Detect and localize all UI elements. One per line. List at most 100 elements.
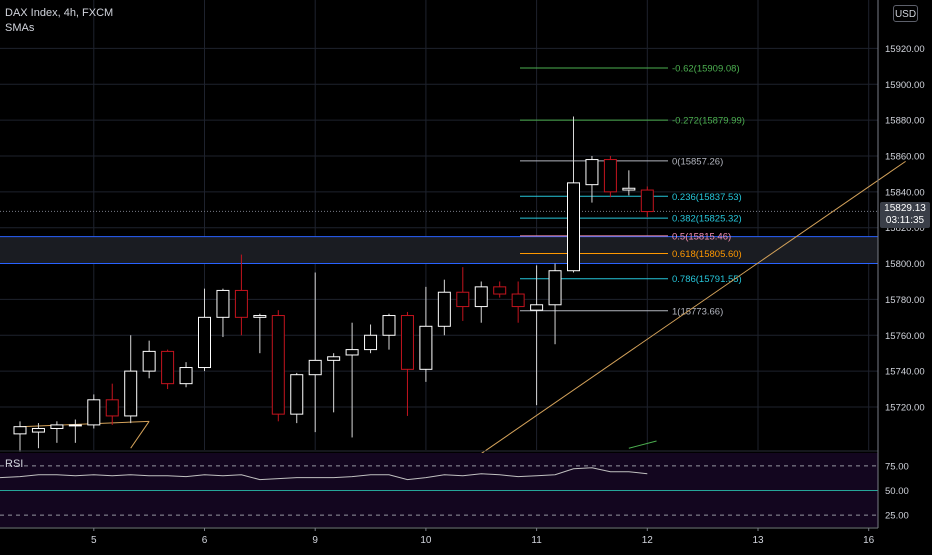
candle <box>456 267 470 321</box>
candle <box>87 394 101 429</box>
candle <box>400 311 414 416</box>
price-tick-label: 15880.00 <box>885 116 925 127</box>
candle-body <box>585 159 599 186</box>
candle <box>198 288 211 372</box>
candle-body <box>640 189 654 213</box>
time-tick-label: 10 <box>420 535 432 546</box>
price-tick-label: 15920.00 <box>885 44 925 55</box>
candle <box>142 340 156 379</box>
price-axis[interactable]: 15720.00 15740.00 15760.00 15780.00 15800.00… <box>877 0 925 528</box>
base-trendline[interactable] <box>19 420 150 428</box>
candle-body <box>382 315 396 336</box>
candle <box>327 353 341 413</box>
fibonacci-levels[interactable]: -0.62(15909.08) -0.272(15879.99) 0(15857.2… <box>520 63 745 317</box>
fib-level-label: 0.5(15815.46) <box>672 231 731 242</box>
candle <box>13 421 27 452</box>
fib-level-label: 0(15857.26) <box>672 156 723 167</box>
candle-body <box>511 293 525 308</box>
candle-body <box>308 359 322 376</box>
price-tick-label: 15900.00 <box>885 80 925 91</box>
rsi-line <box>0 467 648 481</box>
candle <box>640 186 654 217</box>
candle <box>308 272 322 433</box>
candle <box>548 263 562 345</box>
current-price-tag: 15829.13 03:11:35 <box>880 202 930 228</box>
fib-level-label: 0.618(15805.60) <box>672 249 742 260</box>
fib-level-label: 1(15773.66) <box>672 306 723 317</box>
candle-body <box>437 291 451 327</box>
time-axis[interactable]: 5 6 9 10 11 12 13 16 <box>0 527 878 546</box>
price-tick-label: 15800.00 <box>885 259 925 270</box>
rsi-tick-label: 25.00 <box>885 511 909 522</box>
candle-body <box>419 325 433 370</box>
price-tick-label: 15840.00 <box>885 187 925 198</box>
candle-body <box>530 304 544 311</box>
candle <box>419 286 433 382</box>
time-tick-label: 13 <box>752 535 764 546</box>
candle <box>234 254 248 336</box>
candle <box>437 279 451 336</box>
candle-body <box>253 315 267 318</box>
rsi-tick-label: 75.00 <box>885 461 909 472</box>
fib-level-label: -0.62(15909.08) <box>672 63 740 74</box>
price-tick-label: 15860.00 <box>885 151 925 162</box>
candle-body <box>234 289 248 318</box>
candle-body <box>327 356 341 361</box>
candle-body <box>198 316 211 369</box>
candle-body <box>622 187 636 191</box>
candle <box>567 116 580 273</box>
price-tick-label: 15780.00 <box>885 295 925 306</box>
candle <box>31 423 45 449</box>
candle <box>530 265 544 406</box>
price-tick-label: 15740.00 <box>885 367 925 378</box>
candle <box>50 421 64 443</box>
candle-body <box>87 399 101 426</box>
candle-body <box>493 286 507 295</box>
candle <box>622 170 636 196</box>
currency-button[interactable]: USD <box>893 5 918 22</box>
candle <box>161 349 175 390</box>
price-tick-label: 15760.00 <box>885 331 925 342</box>
ascending-trendline[interactable] <box>480 160 906 454</box>
fib-level-label: 0.786(15791.55) <box>672 274 742 285</box>
zone-band <box>0 236 878 264</box>
base-trendline-segment[interactable] <box>130 421 150 449</box>
time-tick-label: 16 <box>863 535 875 546</box>
candle-body <box>216 289 230 318</box>
candle <box>290 372 304 424</box>
candle-body <box>456 291 470 308</box>
candle <box>271 310 285 422</box>
indicator-label[interactable]: SMAs <box>5 22 35 34</box>
time-tick-label: 6 <box>202 535 208 546</box>
candle-body <box>364 334 378 351</box>
candle-body <box>474 286 488 308</box>
fib-level-label: 0.382(15825.32) <box>672 214 742 225</box>
chart-legend: DAX Index, 4h, FXCM SMAs <box>5 6 113 36</box>
price-tick-label: 15820.00 <box>885 223 925 234</box>
rsi-label[interactable]: RSI <box>5 458 24 470</box>
candle-body <box>548 270 562 306</box>
candle-body <box>603 159 617 193</box>
candle-body <box>179 367 193 385</box>
extension-marker[interactable] <box>628 440 657 449</box>
candle-body <box>31 427 45 433</box>
candle-body <box>68 424 82 427</box>
symbol-title[interactable]: DAX Index, 4h, FXCM <box>5 7 114 19</box>
candle <box>493 281 507 298</box>
trendlines[interactable] <box>0 160 906 454</box>
candle <box>382 313 396 350</box>
candle-body <box>161 350 175 385</box>
time-tick-label: 9 <box>312 535 318 546</box>
current-price: 15829.13 <box>884 203 926 214</box>
candle <box>364 324 378 354</box>
time-tick-label: 5 <box>91 535 97 546</box>
candle-body <box>124 370 138 417</box>
candle-body <box>142 350 156 372</box>
candle <box>603 155 617 198</box>
price-tick-label: 15720.00 <box>885 402 925 413</box>
candle <box>253 313 267 354</box>
candlesticks <box>13 116 654 452</box>
candle <box>124 335 138 424</box>
